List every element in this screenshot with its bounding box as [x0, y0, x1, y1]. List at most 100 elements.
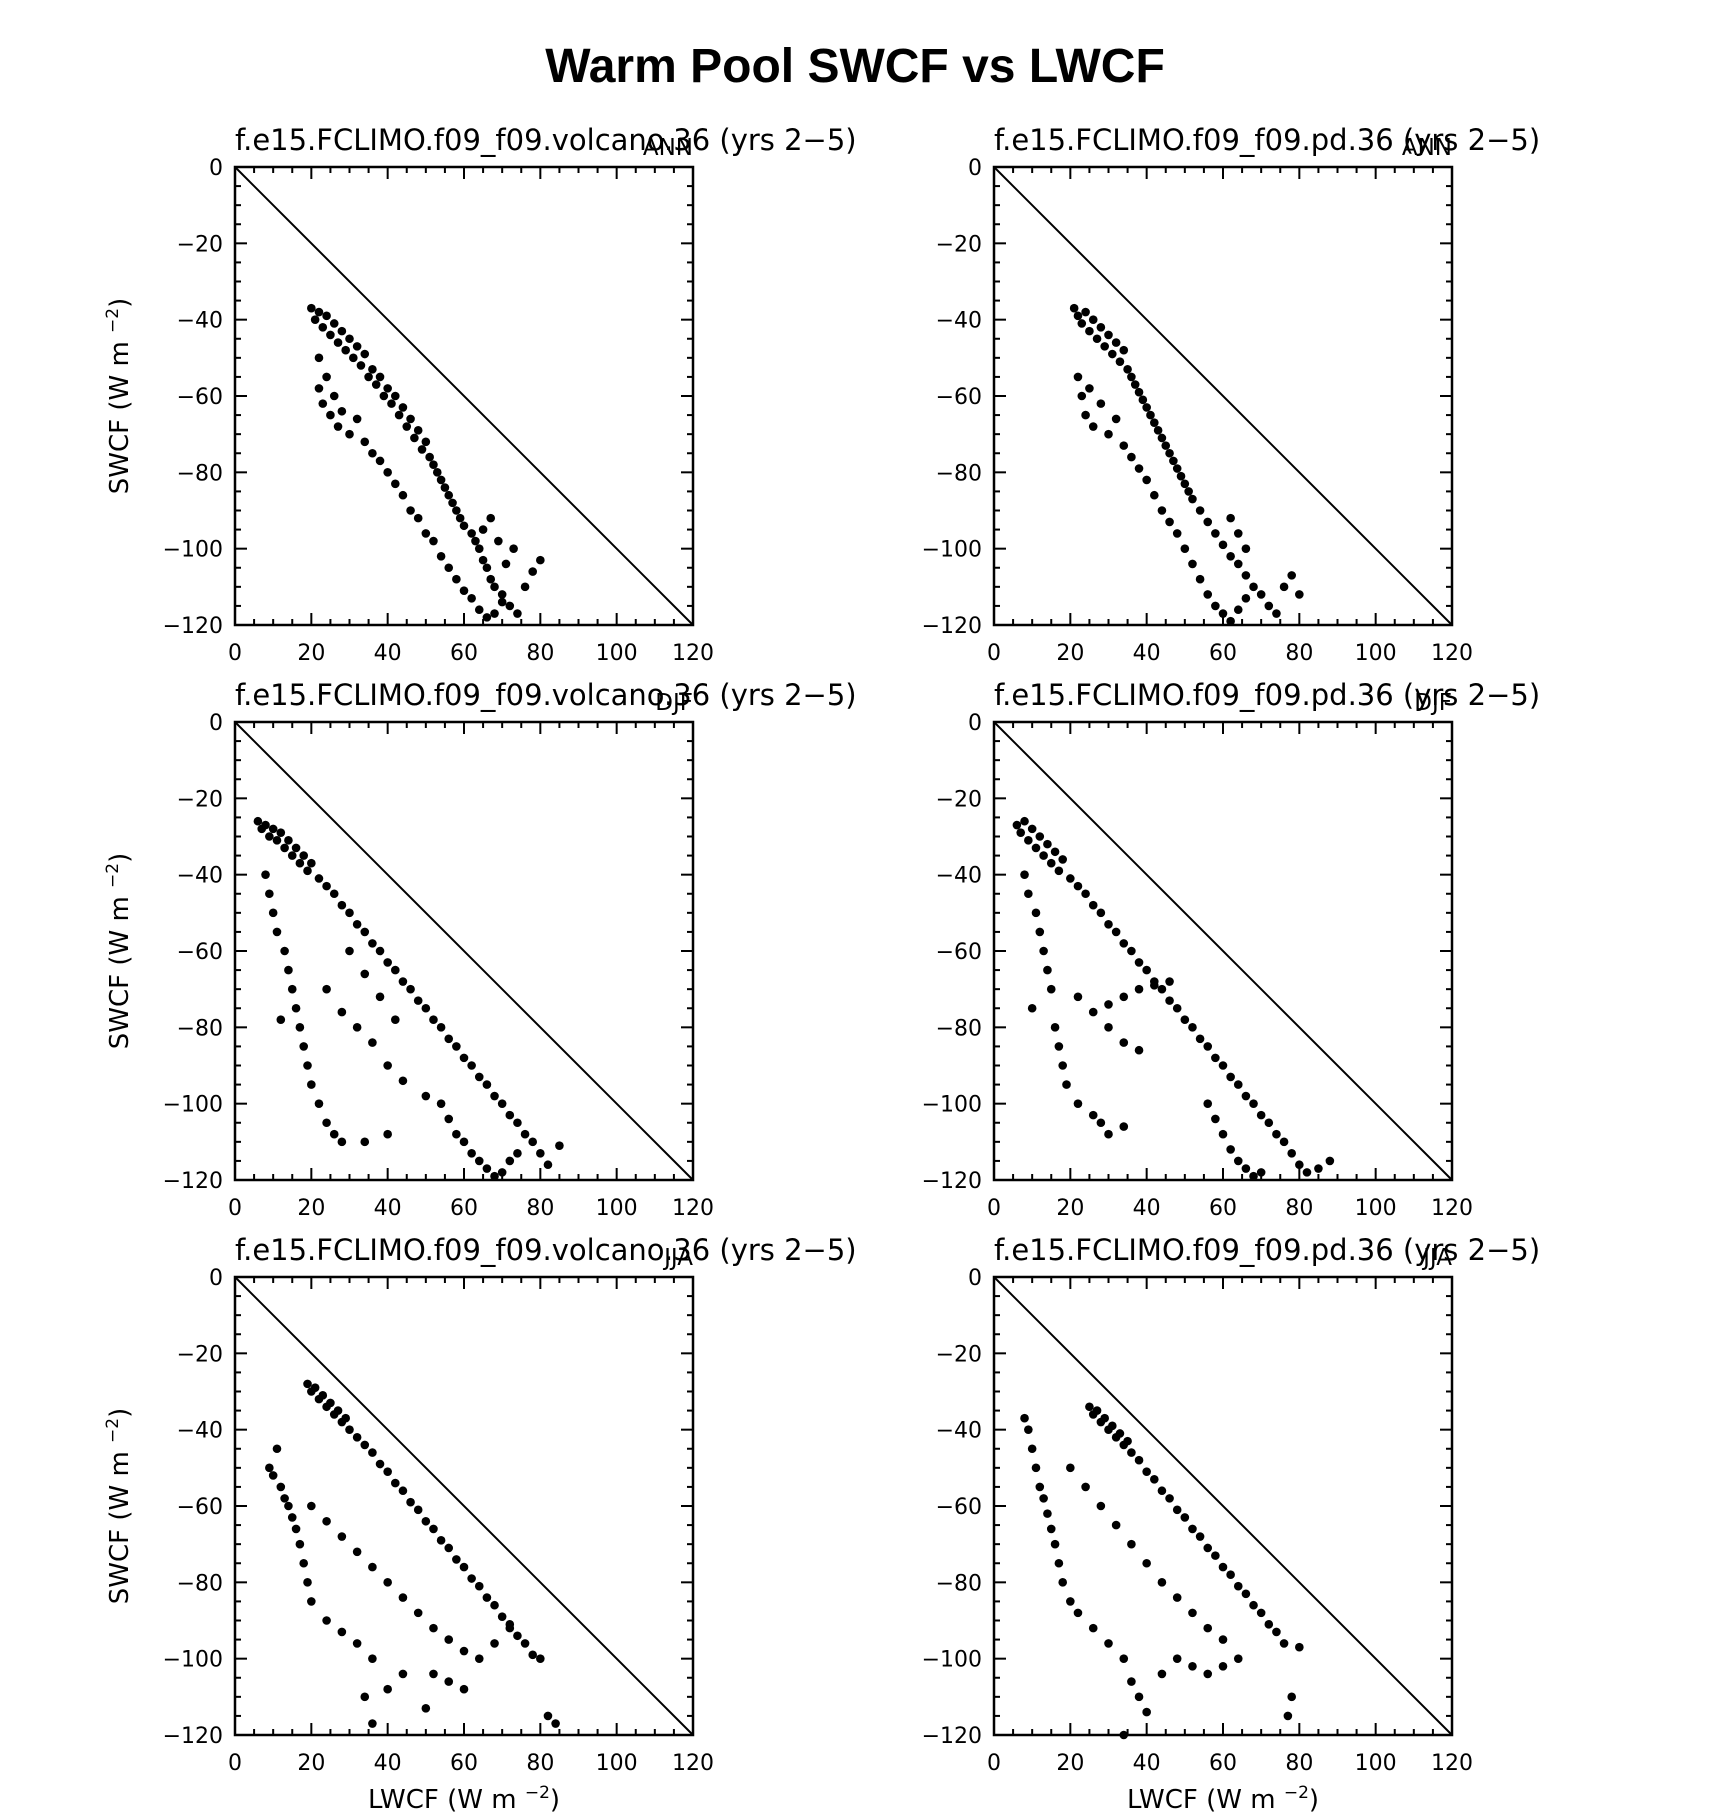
data-point	[1188, 559, 1197, 569]
data-point	[1157, 1578, 1167, 1587]
x-axis-label: LWCF (W m −2)	[368, 1783, 560, 1815]
y-tick-label: −40	[936, 1419, 982, 1444]
data-point	[1218, 1129, 1228, 1139]
data-point	[1027, 1444, 1037, 1454]
data-point	[490, 1600, 499, 1610]
data-point	[1172, 1505, 1182, 1515]
data-point	[440, 483, 450, 492]
data-point	[1119, 1122, 1129, 1131]
data-point	[1138, 395, 1148, 405]
data-point	[520, 582, 530, 592]
data-point	[1142, 965, 1151, 975]
y-axis-label: SWCF (W m −2)	[103, 1408, 135, 1605]
data-point	[528, 1650, 537, 1660]
panel-title: f.e15.FCLIMO.f09_f09.volcano.36 (yrs 2−5…	[235, 1233, 857, 1267]
season-label: ANN	[1402, 135, 1452, 161]
data-point	[1035, 832, 1045, 841]
data-point	[1127, 372, 1136, 382]
data-point	[1150, 418, 1159, 428]
data-point	[1039, 1494, 1048, 1503]
data-point	[375, 456, 385, 466]
data-point	[291, 1524, 301, 1534]
data-point	[1027, 1003, 1037, 1013]
data-point	[1108, 349, 1117, 359]
data-point	[1115, 1429, 1125, 1438]
data-point	[1020, 1413, 1029, 1423]
data-point	[299, 1042, 309, 1051]
data-point	[1020, 816, 1029, 826]
data-point	[1256, 1608, 1266, 1618]
x-tick-label: 100	[1355, 1196, 1397, 1221]
data-point	[1203, 1543, 1213, 1553]
data-point	[1226, 616, 1235, 626]
data-point	[1127, 1677, 1136, 1686]
data-point	[497, 590, 507, 599]
data-point	[429, 1524, 438, 1534]
data-point	[345, 429, 354, 439]
data-point	[1096, 399, 1106, 408]
data-point	[1081, 410, 1090, 420]
x-tick-label: 60	[450, 1751, 478, 1776]
data-point	[1081, 1482, 1090, 1492]
data-point	[329, 889, 339, 899]
data-point	[1058, 855, 1067, 864]
y-tick-label: 0	[968, 156, 982, 181]
y-tick-label: −20	[936, 787, 982, 812]
data-point	[1035, 1482, 1045, 1492]
x-tick-label: 60	[1209, 641, 1237, 666]
data-point	[1226, 1145, 1235, 1154]
data-point	[360, 927, 370, 937]
data-point	[406, 414, 415, 424]
data-point	[268, 1471, 278, 1480]
data-point	[1172, 529, 1182, 538]
data-point	[1123, 364, 1132, 374]
data-point	[1188, 494, 1197, 504]
data-point	[1314, 1164, 1323, 1173]
data-point	[1054, 1042, 1064, 1051]
scatter-panel: 0 20 40 60 80 100 120 0 −20 −40 −60 −80 −100 −120 f.e1…	[103, 1233, 857, 1815]
data-point	[314, 384, 324, 393]
y-axis-label: SWCF (W m −2)	[103, 298, 135, 495]
scatter-panel: 0 20 40 60 80 100 120 0 −20 −40 −60 −80 −100 −120 f.e1…	[103, 123, 857, 666]
data-point	[1046, 1524, 1056, 1534]
y-tick-label: −60	[177, 940, 223, 965]
data-point	[1016, 828, 1026, 837]
data-point	[345, 946, 354, 956]
data-point	[1085, 384, 1094, 393]
data-point	[1180, 1513, 1190, 1522]
data-point	[1272, 609, 1281, 618]
data-point	[337, 1137, 347, 1147]
data-point	[467, 1061, 476, 1070]
data-point	[1119, 1038, 1129, 1047]
x-tick-label: 80	[1285, 641, 1313, 666]
data-point	[513, 1118, 522, 1128]
x-tick-label: 20	[1056, 641, 1084, 666]
data-point	[1127, 1539, 1136, 1549]
data-point	[368, 1654, 377, 1663]
data-point	[268, 824, 278, 834]
data-point	[474, 544, 484, 553]
data-point	[329, 1129, 339, 1139]
data-point	[1150, 1474, 1159, 1484]
data-point	[1024, 1425, 1033, 1434]
data-point	[467, 529, 476, 538]
data-point	[268, 908, 278, 918]
y-tick-label: −120	[163, 1169, 223, 1194]
y-tick-label: −40	[177, 864, 223, 889]
data-point	[1134, 1455, 1144, 1465]
y-tick-label: −120	[163, 614, 223, 639]
data-point	[1134, 464, 1144, 473]
data-point	[1088, 900, 1098, 910]
data-point	[1130, 380, 1140, 389]
data-point	[1088, 1007, 1098, 1017]
season-label: JJA	[662, 1245, 693, 1271]
data-point	[272, 927, 282, 937]
data-point	[1104, 1129, 1113, 1139]
y-tick-label: −40	[177, 309, 223, 334]
data-point	[383, 468, 392, 477]
data-point	[1073, 372, 1083, 382]
x-tick-label: 100	[596, 641, 638, 666]
data-point	[432, 468, 442, 477]
y-tick-label: −40	[936, 864, 982, 889]
data-point	[1157, 984, 1167, 994]
